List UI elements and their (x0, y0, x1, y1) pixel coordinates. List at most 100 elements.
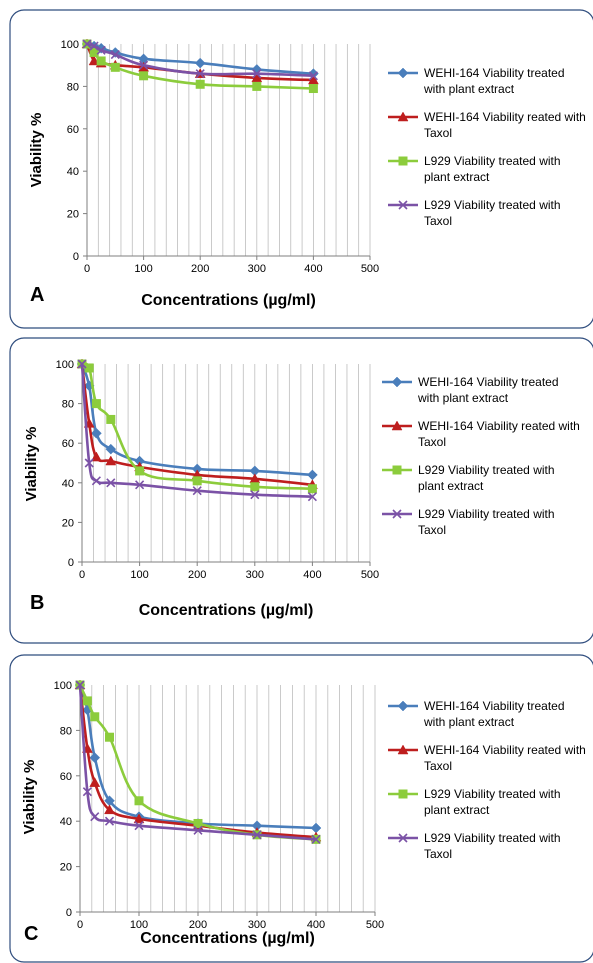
data-point (134, 821, 144, 831)
legend-marker (397, 700, 409, 712)
legend-label: WEHI-164 Viability reated with Taxol (418, 419, 580, 449)
data-point (250, 490, 260, 500)
data-point (88, 55, 100, 66)
x-tick-label: 300 (246, 569, 264, 581)
y-tick-label: 40 (60, 816, 72, 828)
x-tick-label: 400 (307, 919, 325, 931)
data-point (110, 50, 120, 60)
data-point (139, 71, 149, 81)
data-point (75, 680, 85, 690)
data-point (90, 451, 102, 462)
legend-marker (391, 420, 403, 431)
series-4 (77, 359, 317, 502)
data-point (308, 84, 318, 94)
series-4 (75, 680, 321, 844)
data-point (307, 484, 317, 494)
x-axis-title: Concentrations (µg/ml) (139, 602, 314, 619)
x-tick-label: 100 (130, 569, 148, 581)
y-axis-title: Viability % (28, 113, 45, 188)
data-point (252, 830, 262, 840)
panel-frame (9, 654, 593, 963)
legend-marker (398, 200, 408, 210)
data-point (135, 466, 145, 476)
x-axis-title: Concentrations (µg/ml) (140, 930, 315, 947)
data-point (89, 777, 101, 787)
legend-label: L929 Viability treated with plant extract (424, 787, 561, 817)
y-tick-label: 100 (61, 39, 79, 51)
data-point (90, 812, 100, 822)
data-point (195, 69, 205, 79)
data-point (91, 476, 101, 486)
x-tick-label: 300 (248, 263, 266, 275)
legend-label: WEHI-164 Viability reated with Taxol (424, 110, 586, 140)
legend-label: L929 Viability treated with Taxol (424, 831, 561, 861)
x-tick-label: 200 (191, 263, 209, 275)
y-tick-label: 100 (54, 680, 72, 692)
x-tick-label: 200 (189, 919, 207, 931)
y-tick-label: 100 (56, 359, 74, 371)
data-point (135, 480, 145, 490)
data-point (252, 69, 262, 79)
data-point (84, 458, 94, 468)
y-tick-label: 0 (68, 557, 74, 569)
chart-panel-b: 0 20 40 60 80 100 0 100 200 300 400 500 Concentratio… (9, 337, 593, 644)
y-tick-label: 0 (66, 907, 72, 919)
data-point (89, 41, 99, 51)
data-point (195, 79, 205, 89)
data-point (91, 427, 102, 439)
data-point (106, 478, 116, 488)
data-point (194, 57, 206, 69)
legend-label: L929 Viability treated with Taxol (424, 198, 561, 228)
data-point (308, 71, 318, 81)
x-tick-label: 0 (77, 919, 83, 931)
panel-frame (9, 337, 593, 644)
y-tick-label: 0 (73, 251, 79, 263)
y-tick-label: 20 (67, 209, 79, 221)
data-point (192, 486, 202, 496)
x-tick-label: 500 (366, 919, 384, 931)
legend-marker (398, 833, 408, 843)
data-point (106, 414, 116, 424)
x-tick-label: 100 (130, 919, 148, 931)
x-tick-label: 400 (303, 569, 321, 581)
y-tick-label: 20 (60, 862, 72, 874)
data-point (105, 455, 117, 466)
y-tick-label: 60 (67, 124, 79, 136)
legend-label: WEHI-164 Viability treated with plant ext… (423, 699, 565, 729)
series-4 (82, 39, 318, 81)
panel-letter: B (30, 592, 44, 614)
legend-label: L929 Viability treated with plant extract (424, 154, 561, 184)
legend-marker (398, 789, 408, 799)
chart-panel-c: 0 20 40 60 80 100 0 100 200 300 400 500 Concentratio… (9, 654, 593, 963)
legend-label: WEHI-164 Viability treated with plant ext… (417, 375, 559, 405)
data-point (133, 813, 145, 824)
legend-marker (391, 376, 403, 388)
data-point (82, 787, 92, 797)
data-point (193, 818, 203, 828)
data-point (110, 62, 120, 72)
data-point (250, 482, 260, 492)
panel-frame (9, 9, 593, 329)
data-point (91, 399, 101, 409)
x-tick-label: 500 (361, 263, 379, 275)
panel-letter: A (30, 284, 44, 306)
x-tick-label: 300 (248, 919, 266, 931)
data-point (311, 834, 321, 844)
data-point (104, 804, 115, 815)
y-axis-title: Viability % (21, 760, 38, 835)
legend-marker (392, 465, 402, 475)
data-point (139, 60, 149, 70)
data-point (84, 363, 94, 373)
data-point (90, 712, 100, 722)
data-point (82, 696, 92, 706)
y-tick-label: 40 (62, 478, 74, 490)
x-axis-title: Concentrations (µg/ml) (141, 292, 316, 309)
y-axis-title: Viability % (23, 427, 40, 502)
legend-marker (397, 744, 409, 755)
data-point (89, 47, 99, 57)
panel-letter: C (24, 923, 38, 945)
data-point (192, 476, 202, 486)
data-point (82, 39, 92, 49)
data-point (134, 796, 144, 806)
